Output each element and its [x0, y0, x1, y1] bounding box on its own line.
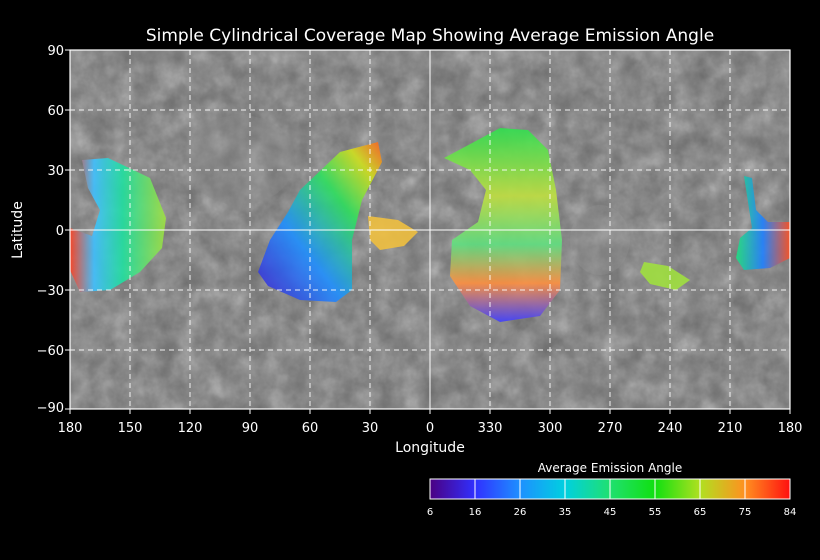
y-axis-ticks [65, 49, 70, 410]
colorbar-tick-label: 26 [514, 507, 527, 518]
coverage-region-far-right [736, 176, 790, 270]
x-tick-label: 0 [426, 421, 434, 436]
x-tick-label: 300 [538, 421, 563, 436]
x-tick-label: 210 [718, 421, 743, 436]
coverage-region-center-left [258, 142, 382, 302]
colorbar-tick-label: 6 [427, 507, 433, 518]
colorbar-tick-label: 35 [559, 507, 572, 518]
x-tick-label: 240 [658, 421, 683, 436]
colorbar-tick-label: 65 [694, 507, 707, 518]
colorbar-tick-label: 55 [649, 507, 662, 518]
y-tick-label: 0 [56, 224, 64, 239]
colorbar-tick-label: 45 [604, 507, 617, 518]
y-axis-label: Latitude [10, 201, 26, 259]
coverage-region-center-small [368, 216, 418, 250]
x-tick-label: 60 [302, 421, 319, 436]
colorbar-tick-label: 75 [739, 507, 752, 518]
y-tick-label: 90 [47, 44, 64, 59]
x-axis-ticks [69, 409, 791, 414]
y-tick-label: −90 [37, 401, 64, 416]
y-tick-label: −30 [37, 284, 64, 299]
x-tick-label: 180 [778, 421, 803, 436]
x-axis-label: Longitude [395, 440, 465, 456]
x-tick-label: 180 [58, 421, 83, 436]
x-tick-label: 330 [478, 421, 503, 436]
x-tick-label: 150 [118, 421, 143, 436]
colorbar-frame [429, 478, 791, 500]
coverage-region-right-patch [640, 262, 690, 290]
x-tick-label: 270 [598, 421, 623, 436]
colorbar-title: Average Emission Angle [538, 461, 682, 475]
colorbar-tick-label: 16 [469, 507, 482, 518]
colorbar-segments [430, 479, 790, 499]
coverage-overlay [70, 128, 790, 322]
map-title: Simple Cylindrical Coverage Map Showing … [146, 26, 714, 46]
map-center-lines [70, 50, 790, 409]
y-tick-label: 30 [47, 164, 64, 179]
y-tick-label: 60 [47, 104, 64, 119]
x-tick-label: 90 [242, 421, 259, 436]
x-tick-label: 120 [178, 421, 203, 436]
coverage-region-center-right [444, 128, 562, 322]
coverage-region-left [70, 158, 166, 292]
colorbar-tick-label: 84 [784, 507, 797, 518]
y-tick-label: −60 [37, 344, 64, 359]
x-tick-label: 30 [362, 421, 379, 436]
colorbar: Average Emission Angle 6 16 26 35 45 55 … [427, 461, 797, 518]
